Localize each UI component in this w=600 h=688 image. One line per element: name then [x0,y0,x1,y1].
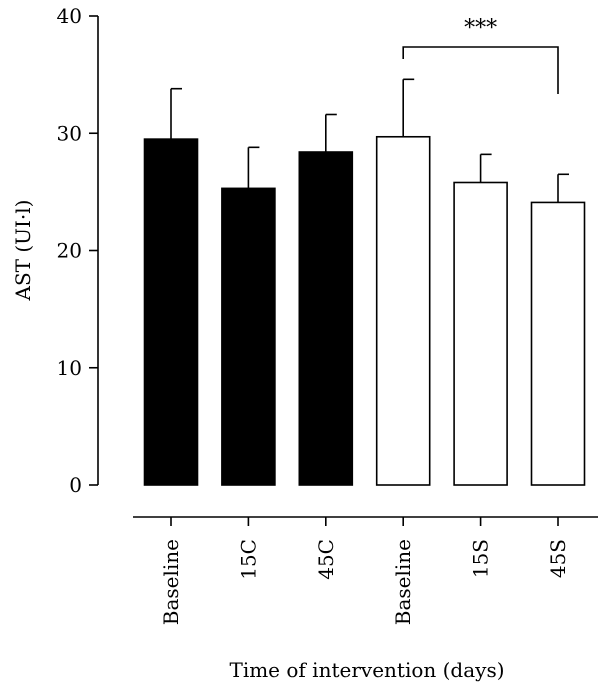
y-tick-label: 0 [69,473,82,497]
bar [298,151,354,486]
y-tick-label: 40 [57,4,82,28]
x-axis-title: Time of intervention (days) [229,658,504,682]
y-axis-title: AST (UI·l) [11,200,35,302]
bar [530,201,586,486]
significance-bracket: *** [402,16,559,94]
bar [375,135,431,486]
y-tick-label: 20 [57,239,82,263]
bars [143,78,586,486]
x-tick-label: 15S [469,539,493,578]
bar [143,138,199,486]
significance-label: *** [464,16,497,41]
bar [221,187,276,486]
y-axis: 0 10 20 30 40 [57,4,99,497]
x-tick-label: Baseline [391,539,415,625]
x-tick-label: 15C [236,539,260,580]
bar [453,181,508,486]
x-tick-label: Baseline [159,539,183,625]
significance-line [402,46,559,94]
x-tick-label: 45C [314,539,338,580]
y-tick-label: 10 [57,356,82,380]
x-tick-label: 45S [546,539,570,578]
x-axis: Baseline 15C 45C Baseline 15S 45S [133,516,598,625]
y-tick-label: 30 [57,121,82,145]
